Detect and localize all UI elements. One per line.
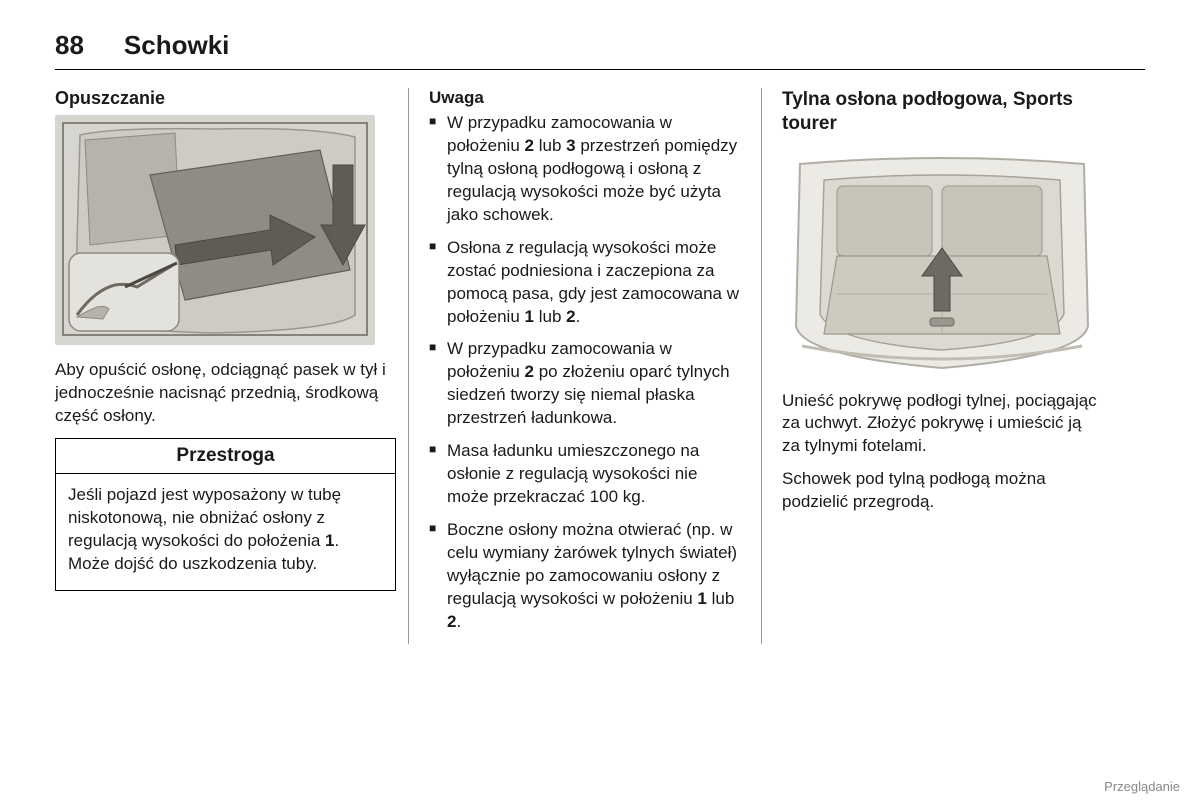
list-item: W przypadku zamocowania w położeniu 2 lu… (429, 112, 741, 227)
col3-heading: Tylna osłona podłogowa, Sports tourer (782, 88, 1102, 136)
illustration-sports-tourer (782, 146, 1102, 376)
footer-label: Przeglądanie (1104, 779, 1180, 794)
col1-heading: Opuszczanie (55, 88, 396, 109)
caution-title: Przestroga (56, 439, 395, 474)
list-item: Boczne osłony można otwierać (np. w celu… (429, 519, 741, 634)
caution-bold: 1 (325, 531, 334, 550)
col3-paragraph1: Unieść pokrywę podłogi tylnej, pociągają… (782, 390, 1102, 459)
illustration-lowering (55, 115, 375, 345)
col2-heading: Uwaga (429, 88, 741, 108)
list-item: Masa ładunku umieszczonego na osłonie z … (429, 440, 741, 509)
chapter-title: Schowki (124, 30, 229, 61)
column-2: Uwaga W przypadku zamocowania w położeni… (408, 88, 761, 644)
list-item: W przypadku zamocowania w położeniu 2 po… (429, 338, 741, 430)
notice-list: W przypadku zamocowania w położeniu 2 lu… (429, 112, 741, 634)
list-item: Osłona z regulacją wysokości może zostać… (429, 237, 741, 329)
page-number: 88 (55, 30, 84, 61)
page-header: 88 Schowki (55, 30, 1145, 70)
column-3: Tylna osłona podłogowa, Sports tourer (761, 88, 1114, 644)
col3-paragraph2: Schowek pod tylną podłogą można podzieli… (782, 468, 1102, 514)
caution-text-1: Jeśli pojazd jest wyposażony w tubę nisk… (68, 485, 341, 550)
col1-paragraph: Aby opuścić osłonę, odciągnąć pasek w ty… (55, 359, 396, 428)
column-1: Opuszczanie (55, 88, 408, 644)
caution-box: Przestroga Jeśli pojazd jest wyposażony … (55, 438, 396, 591)
caution-body: Jeśli pojazd jest wyposażony w tubę nisk… (56, 474, 395, 590)
